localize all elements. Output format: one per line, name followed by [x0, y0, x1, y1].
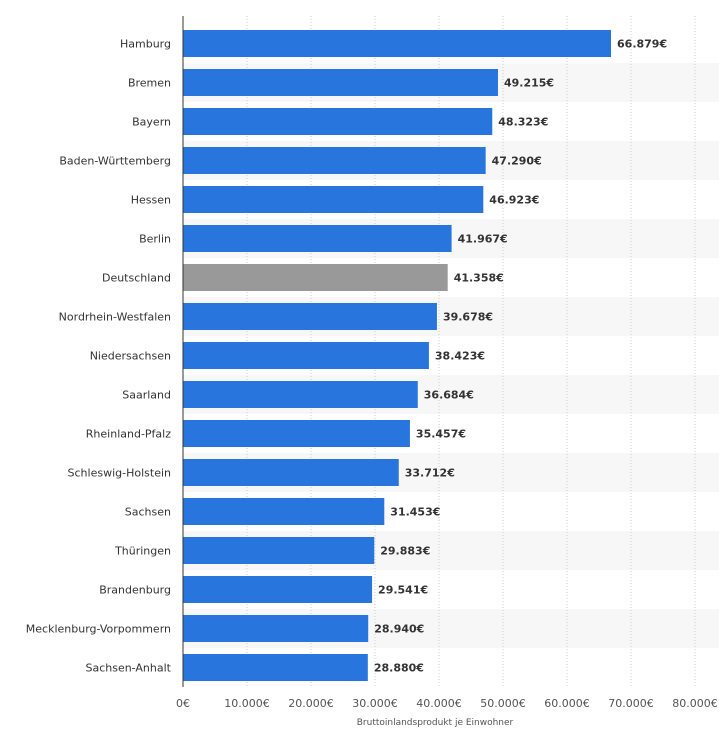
value-label: 41.967€ [458, 233, 508, 246]
category-label: Niedersachsen [90, 350, 171, 363]
x-axis-title: Bruttoinlandsprodukt je Einwohner [357, 718, 514, 728]
bar [183, 186, 484, 213]
bar [183, 147, 486, 174]
category-label: Sachsen [125, 506, 171, 519]
x-tick-label: 20.000€ [288, 697, 334, 710]
bar [183, 69, 498, 96]
x-tick-label: 10.000€ [224, 697, 270, 710]
bar [183, 108, 493, 135]
bar-highlight [183, 264, 448, 291]
category-label: Sachsen-Anhalt [85, 662, 171, 675]
value-label: 36.684€ [424, 389, 474, 402]
bar [183, 537, 375, 564]
category-label: Nordrhein-Westfalen [59, 311, 171, 324]
category-label: Thüringen [114, 545, 171, 558]
value-label: 35.457€ [416, 428, 466, 441]
x-tick-label: 40.000€ [416, 697, 462, 710]
value-labels: 66.879€ 49.215€ 48.323€ 47.290€ 46.923€ 41.96… [374, 38, 667, 675]
bar [183, 576, 373, 603]
x-tick-label: 60.000€ [544, 697, 590, 710]
bar [183, 654, 368, 681]
value-label: 48.323€ [498, 116, 548, 129]
x-tick-label: 80.000€ [672, 697, 718, 710]
category-labels: Hamburg Bremen Bayern Baden-Württemberg Hess… [26, 38, 172, 675]
bar [183, 615, 369, 642]
bar [183, 498, 385, 525]
category-label: Berlin [139, 233, 171, 246]
value-label: 49.215€ [504, 77, 554, 90]
category-label: Deutschland [102, 272, 171, 285]
category-label: Mecklenburg-Vorpommern [26, 623, 171, 636]
bar [183, 225, 452, 252]
category-label: Hamburg [120, 38, 171, 51]
category-label: Saarland [122, 389, 171, 402]
category-label: Baden-Württemberg [59, 155, 171, 168]
value-label: 28.940€ [374, 623, 424, 636]
x-tick-label: 30.000€ [352, 697, 398, 710]
value-label: 66.879€ [617, 38, 667, 51]
x-tick-label: 0€ [176, 697, 190, 710]
category-label: Bremen [128, 77, 171, 90]
x-axis-ticks: 0€ 10.000€ 20.000€ 30.000€ 40.000€ 50.000€ 60.… [176, 697, 718, 710]
value-label: 28.880€ [374, 662, 424, 675]
category-label: Brandenburg [99, 584, 171, 597]
value-label: 38.423€ [435, 350, 485, 363]
category-label: Bayern [132, 116, 171, 129]
value-label: 29.541€ [378, 584, 428, 597]
value-label: 41.358€ [454, 272, 504, 285]
category-label: Schleswig-Holstein [68, 467, 171, 480]
x-tick-label: 70.000€ [608, 697, 654, 710]
bar [183, 381, 418, 408]
value-label: 46.923€ [489, 194, 539, 207]
x-tick-label: 50.000€ [480, 697, 526, 710]
bar [183, 30, 612, 57]
bar [183, 303, 437, 330]
bar [183, 459, 399, 486]
value-label: 33.712€ [405, 467, 455, 480]
bars [183, 30, 612, 681]
value-label: 29.883€ [380, 545, 430, 558]
value-label: 31.453€ [390, 506, 440, 519]
value-label: 39.678€ [443, 311, 493, 324]
bar [183, 420, 410, 447]
value-label: 47.290€ [492, 155, 542, 168]
category-label: Rheinland-Pfalz [86, 428, 171, 441]
category-label: Hessen [131, 194, 171, 207]
bar [183, 342, 429, 369]
